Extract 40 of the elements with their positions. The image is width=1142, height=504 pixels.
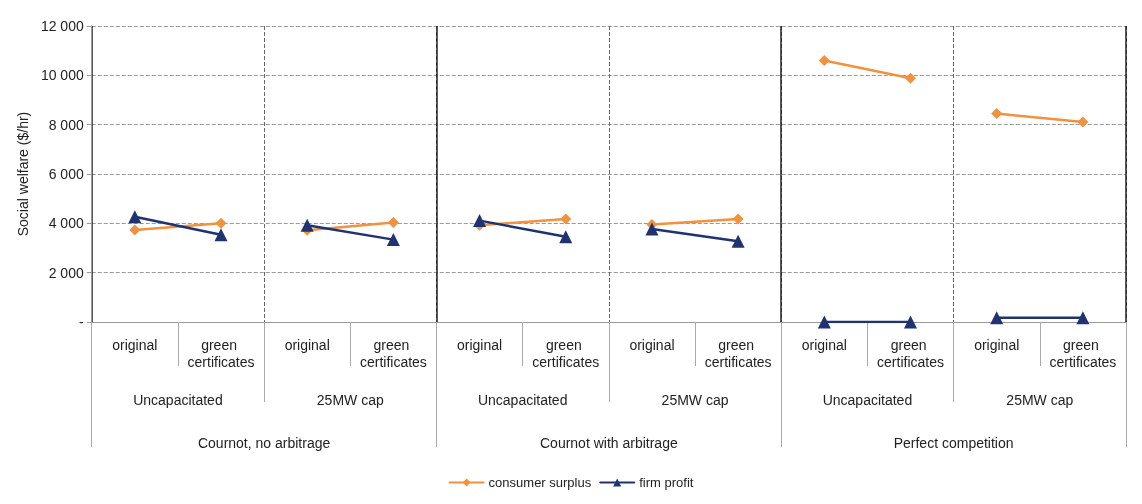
y-tick-label: 12 000 <box>40 18 84 34</box>
x-tick-label: original <box>112 336 158 353</box>
point <box>560 213 572 225</box>
x-tick-label: green certificates <box>704 336 772 370</box>
x-tick-label: green certificates <box>877 336 944 370</box>
text: Uncapacitated <box>477 392 568 408</box>
x-tick-label: original <box>801 336 847 353</box>
point <box>818 55 830 67</box>
text: Cournot, no arbitrage <box>197 435 331 451</box>
x-tick-label: green certificates <box>1049 336 1117 370</box>
y-tick-label: 2 000 <box>48 264 84 281</box>
legend-label: firm profit <box>639 475 694 490</box>
y-tick-label: - <box>79 314 85 330</box>
x-tick-label: original <box>974 336 1020 353</box>
x-tick-label: green certificates <box>532 336 600 370</box>
point <box>387 217 399 229</box>
x-tick-label: original <box>629 336 675 353</box>
point <box>732 213 744 225</box>
x-tick-label: original <box>457 336 503 353</box>
text: Cournot with arbitrage <box>539 435 678 451</box>
text: 25MW cap <box>316 392 384 408</box>
x-tick-label: original <box>284 336 330 353</box>
x-tick-label: green certificates <box>187 336 255 370</box>
point <box>905 72 917 84</box>
y-tick-label: 8 000 <box>48 116 84 133</box>
y-tick-label: 4 000 <box>48 215 84 232</box>
y-tick-label: 6 000 <box>48 166 84 182</box>
point <box>991 108 1003 120</box>
text: Uncapacitated <box>133 392 223 408</box>
point <box>215 217 227 229</box>
text: Uncapacitated <box>822 392 913 408</box>
x-tick-label: green certificates <box>359 336 427 370</box>
legend-label: consumer surplus <box>488 475 592 490</box>
text: 25MW cap <box>661 392 729 408</box>
y-tick-label: 10 000 <box>40 67 84 84</box>
y-axis-title: Social welfare ($/hr) <box>15 111 31 237</box>
text: 25MW cap <box>1006 392 1074 408</box>
point <box>129 224 141 236</box>
point <box>1077 116 1089 128</box>
text: Perfect competition <box>893 435 1014 451</box>
